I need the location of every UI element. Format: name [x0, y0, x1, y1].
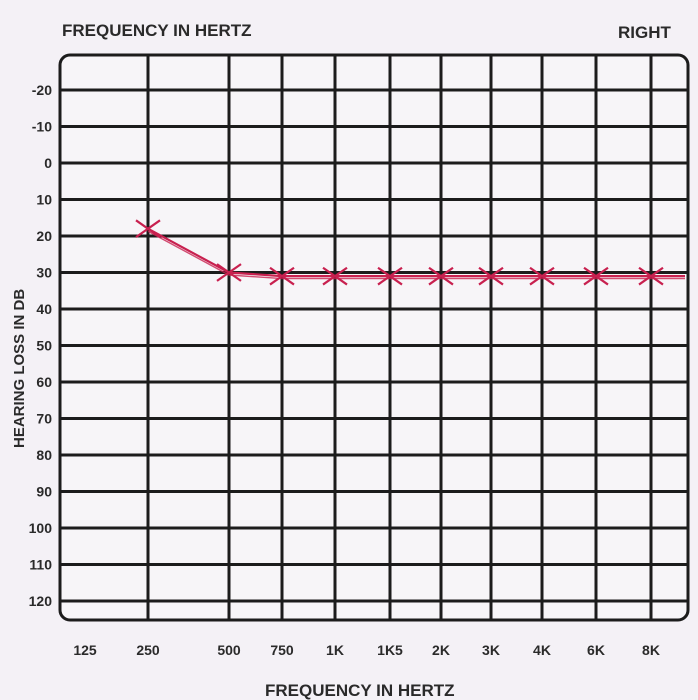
data-point-x-marker	[135, 219, 161, 239]
y-tick-label: 100	[29, 520, 53, 536]
x-tick-label: 2K	[432, 642, 450, 658]
top-axis-title: FREQUENCY IN HERTZ	[62, 21, 252, 40]
data-point-x-marker	[377, 266, 403, 286]
y-tick-label: 70	[36, 411, 52, 427]
y-tick-label: 30	[36, 265, 52, 281]
x-tick-label: 1K	[326, 642, 344, 658]
y-tick-label: 120	[29, 593, 53, 609]
y-tick-label: -10	[32, 119, 52, 135]
y-tick-label: 20	[36, 228, 52, 244]
y-tick-label: 0	[44, 155, 52, 171]
data-point-x-marker	[638, 266, 664, 286]
y-tick-label: 90	[36, 484, 52, 500]
grid	[60, 55, 688, 620]
x-tick-label: 8K	[642, 642, 660, 658]
y-tick-label: 80	[36, 447, 52, 463]
x-axis-title: FREQUENCY IN HERTZ	[265, 681, 455, 700]
data-point-x-marker	[428, 266, 454, 286]
series-line-trace	[147, 230, 685, 280]
plot-series	[135, 219, 685, 286]
x-tick-label: 4K	[533, 642, 551, 658]
y-tick-label: -20	[32, 82, 52, 98]
y-tick-label: 110	[29, 557, 52, 573]
y-tick-label: 40	[36, 301, 52, 317]
x-tick-label: 6K	[587, 642, 605, 658]
chart-frame	[58, 53, 690, 622]
data-point-x-marker	[478, 266, 504, 286]
x-tick-label: 1K5	[377, 642, 403, 658]
y-axis-title: HEARING LOSS IN DB	[11, 289, 28, 448]
x-tick-labels: 125 250 500 750 1K 1K5 2K 3K 4K 6K 8K	[73, 642, 660, 658]
x-tick-label: 3K	[482, 642, 500, 658]
x-tick-label: 750	[270, 642, 294, 658]
y-tick-labels: -20 -10 0 10 20 30 40 50 60 70 80 90 100 110 120	[29, 82, 53, 609]
y-tick-label: 60	[36, 374, 52, 390]
data-point-x-marker	[322, 266, 348, 286]
x-tick-label: 250	[136, 642, 160, 658]
x-tick-label: 500	[217, 642, 241, 658]
y-tick-label: 50	[36, 338, 52, 354]
data-point-x-marker	[216, 263, 242, 282]
data-point-x-marker	[269, 266, 295, 286]
x-tick-label: 125	[73, 642, 97, 658]
data-point-x-marker	[529, 266, 555, 286]
ear-label: RIGHT	[618, 23, 672, 42]
y-tick-label: 10	[36, 192, 52, 208]
data-point-x-marker	[583, 266, 609, 286]
